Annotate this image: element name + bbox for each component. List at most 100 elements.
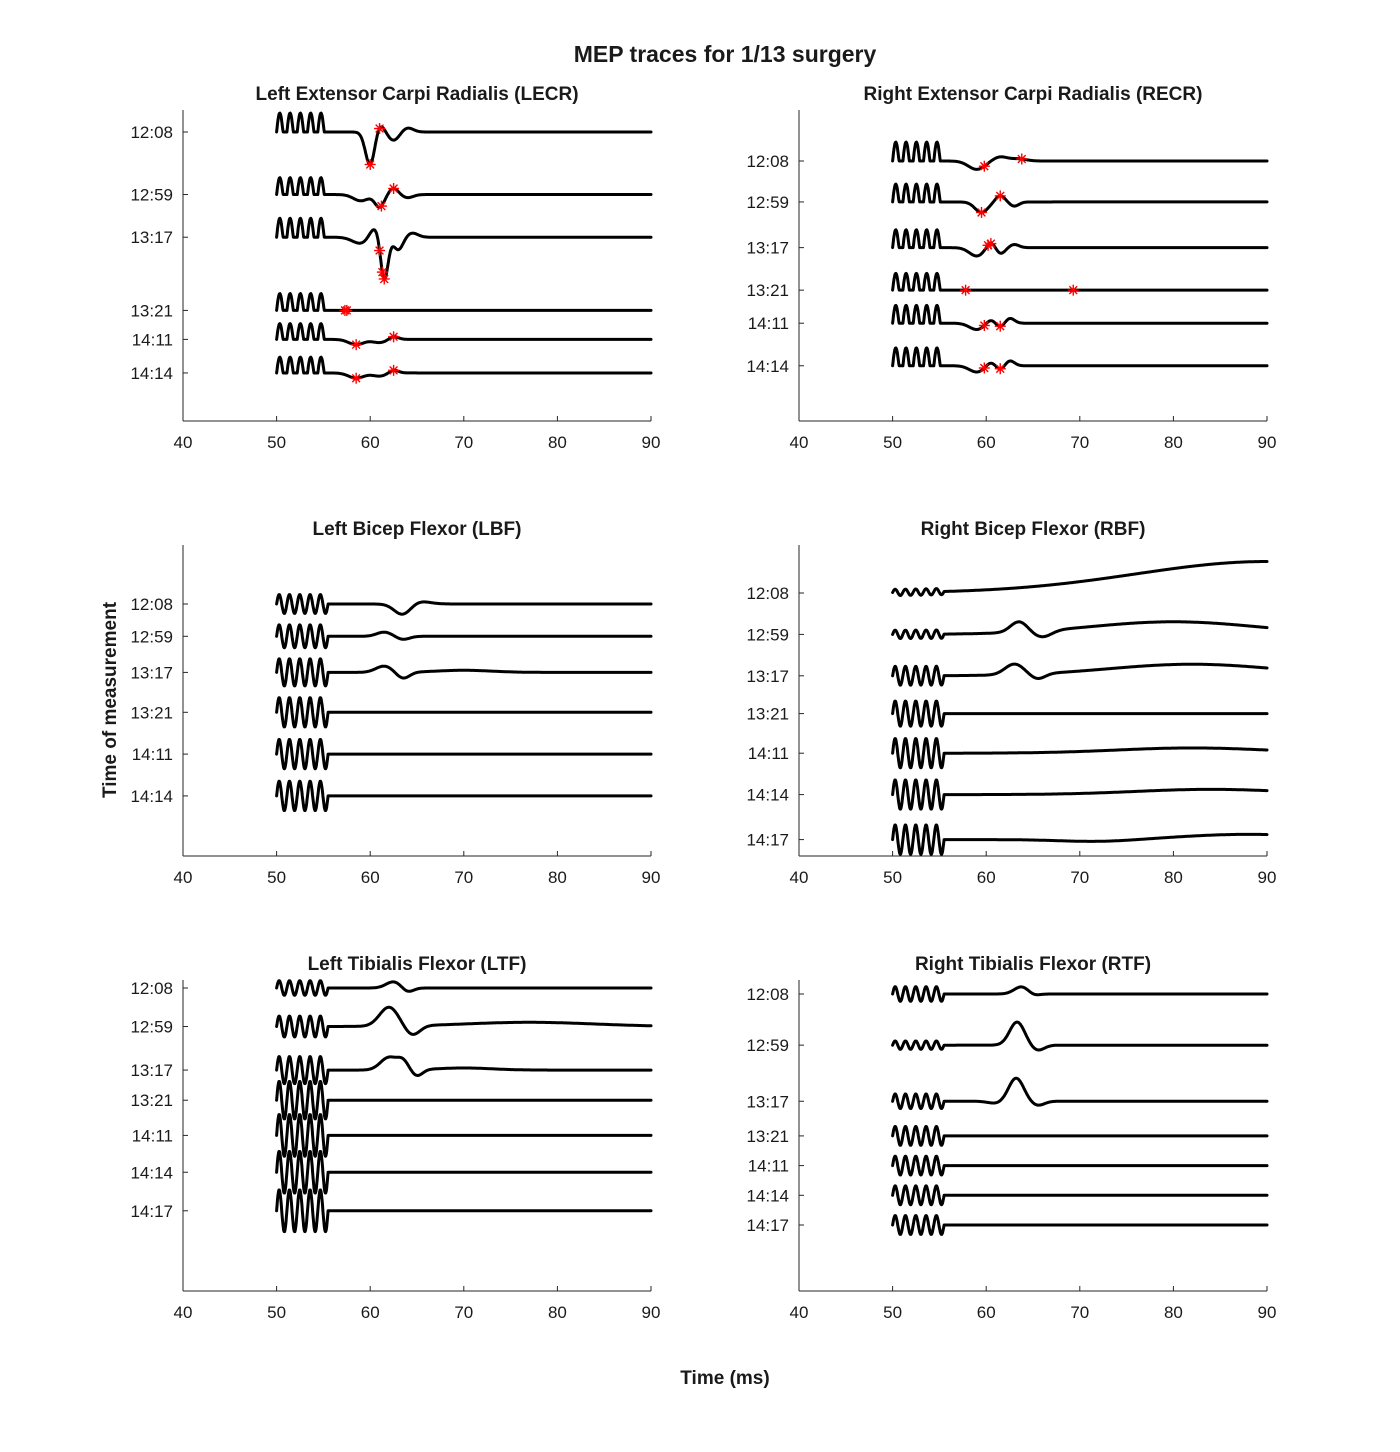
trace-line bbox=[275, 1188, 653, 1234]
x-tick-label: 80 bbox=[548, 433, 567, 452]
peak-marker bbox=[976, 206, 988, 218]
x-tick-label: 60 bbox=[977, 1303, 996, 1322]
trace-line bbox=[891, 346, 1269, 374]
x-tick-label: 50 bbox=[883, 1303, 902, 1322]
peak-marker bbox=[1016, 153, 1028, 165]
trace-line bbox=[891, 182, 1269, 214]
y-tick-label: 13:21 bbox=[130, 703, 173, 722]
trace-line bbox=[891, 228, 1269, 258]
trace-line bbox=[891, 140, 1269, 171]
y-tick-label: 12:59 bbox=[130, 1018, 173, 1037]
peak-marker bbox=[994, 320, 1006, 332]
trace-line bbox=[275, 292, 653, 312]
chart-recr: Right Extensor Carpi Radialis (RECR) 40 50… bbox=[746, 84, 1276, 452]
y-tick-label: 13:21 bbox=[130, 1091, 173, 1110]
x-tick-label: 50 bbox=[267, 433, 286, 452]
trace-line bbox=[891, 560, 1269, 597]
x-tick-label: 50 bbox=[267, 1303, 286, 1322]
x-tick-label: 50 bbox=[883, 868, 902, 887]
y-tick-label: 13:17 bbox=[746, 239, 789, 258]
x-tick-label: 70 bbox=[454, 868, 473, 887]
trace-line bbox=[275, 1080, 653, 1121]
peak-marker bbox=[388, 183, 400, 195]
y-tick-label: 12:59 bbox=[746, 1036, 789, 1055]
peak-marker bbox=[364, 158, 376, 170]
x-tick-label: 60 bbox=[977, 868, 996, 887]
y-tick-label: 14:11 bbox=[748, 1157, 789, 1176]
peak-marker bbox=[388, 364, 400, 376]
chart-title: Right Tibialis Flexor (RTF) bbox=[915, 954, 1151, 975]
x-tick-label: 40 bbox=[174, 868, 193, 887]
x-tick-label: 60 bbox=[361, 433, 380, 452]
trace-line bbox=[275, 1150, 653, 1195]
peak-marker bbox=[985, 238, 997, 250]
figure-title: MEP traces for 1/13 surgery bbox=[574, 41, 877, 67]
trace-line bbox=[891, 985, 1269, 1003]
y-tick-label: 14:17 bbox=[130, 1202, 173, 1221]
trace-line bbox=[891, 1125, 1269, 1147]
trace-line bbox=[275, 216, 653, 281]
trace-line bbox=[275, 1113, 653, 1158]
x-tick-label: 70 bbox=[454, 1303, 473, 1322]
x-tick-label: 70 bbox=[454, 433, 473, 452]
y-tick-label: 14:11 bbox=[132, 330, 173, 349]
x-tick-label: 70 bbox=[1070, 868, 1089, 887]
chart-rtf: Right Tibialis Flexor (RTF) 40 50 60 70 80 90 1… bbox=[746, 954, 1276, 1322]
trace-line bbox=[891, 737, 1269, 770]
y-tick-label: 12:08 bbox=[130, 595, 173, 614]
x-tick-label: 90 bbox=[1258, 433, 1277, 452]
x-tick-label: 70 bbox=[1070, 1303, 1089, 1322]
trace-line bbox=[891, 1214, 1269, 1236]
y-tick-label: 13:21 bbox=[746, 705, 789, 724]
peak-marker bbox=[978, 362, 990, 374]
chart-lbf: Left Bicep Flexor (LBF) 40 50 60 70 80 90 12:08… bbox=[130, 519, 660, 887]
chart-panels: Left Extensor Carpi Radialis (LECR) 40 50 6… bbox=[130, 84, 1276, 1322]
chart-title: Right Extensor Carpi Radialis (RECR) bbox=[864, 84, 1203, 105]
trace-line bbox=[891, 303, 1269, 331]
chart-title: Left Tibialis Flexor (LTF) bbox=[308, 954, 527, 975]
x-tick-label: 60 bbox=[361, 868, 380, 887]
peak-marker bbox=[374, 245, 386, 257]
y-tick-label: 12:59 bbox=[746, 625, 789, 644]
y-tick-label: 14:14 bbox=[746, 357, 789, 376]
y-tick-label: 14:11 bbox=[748, 314, 789, 333]
peak-marker bbox=[374, 123, 386, 135]
x-axis-label: Time (ms) bbox=[680, 1368, 769, 1389]
trace-line bbox=[891, 1076, 1269, 1110]
trace-line bbox=[275, 1005, 653, 1039]
trace-line bbox=[275, 657, 653, 688]
chart-title: Left Bicep Flexor (LBF) bbox=[312, 519, 521, 540]
y-tick-label: 14:11 bbox=[132, 745, 173, 764]
peak-marker bbox=[1067, 284, 1079, 296]
y-tick-label: 12:59 bbox=[130, 186, 173, 205]
x-tick-label: 80 bbox=[548, 1303, 567, 1322]
peak-marker bbox=[350, 372, 362, 384]
peak-marker bbox=[994, 190, 1006, 202]
x-tick-label: 90 bbox=[1258, 868, 1277, 887]
x-tick-label: 40 bbox=[790, 868, 809, 887]
trace-line bbox=[275, 696, 653, 729]
trace-line bbox=[275, 738, 653, 771]
trace-line bbox=[275, 176, 653, 209]
y-tick-label: 14:11 bbox=[748, 744, 789, 763]
y-tick-label: 13:21 bbox=[746, 281, 789, 300]
trace-line bbox=[275, 322, 653, 347]
y-tick-label: 12:08 bbox=[746, 152, 789, 171]
trace-line bbox=[275, 355, 653, 380]
y-tick-label: 13:17 bbox=[130, 1061, 173, 1080]
y-tick-label: 12:08 bbox=[746, 584, 789, 603]
x-tick-label: 90 bbox=[642, 868, 661, 887]
trace-line bbox=[891, 699, 1269, 728]
x-tick-label: 80 bbox=[1164, 433, 1183, 452]
y-tick-label: 14:11 bbox=[132, 1126, 173, 1145]
trace-line bbox=[891, 1020, 1269, 1052]
peak-marker bbox=[375, 200, 387, 212]
trace-line bbox=[275, 623, 653, 650]
y-tick-label: 12:08 bbox=[746, 985, 789, 1004]
trace-line bbox=[891, 620, 1269, 640]
x-tick-label: 70 bbox=[1070, 433, 1089, 452]
chart-ltf: Left Tibialis Flexor (LTF) 40 50 60 70 80 90 12… bbox=[130, 954, 660, 1322]
x-tick-label: 40 bbox=[174, 433, 193, 452]
x-tick-label: 90 bbox=[642, 1303, 661, 1322]
